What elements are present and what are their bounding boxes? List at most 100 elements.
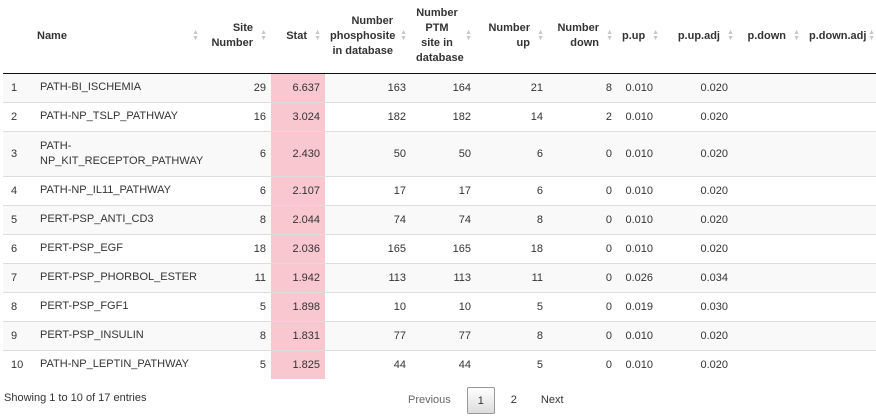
sort-both-icon[interactable]: ▲ ▼ xyxy=(400,29,407,43)
cell-site-number: 8 xyxy=(203,320,271,350)
sort-both-icon[interactable]: ▲ ▼ xyxy=(868,29,875,43)
sort-both-icon[interactable]: ▲ ▼ xyxy=(727,29,734,43)
column-header-number-ptm-site[interactable]: Number PTM site in database ▲ ▼ xyxy=(411,0,476,74)
cell-name: PERT-PSP_INSULIN xyxy=(32,320,203,350)
column-header-index[interactable] xyxy=(3,0,32,74)
column-header-label: Name xyxy=(37,29,67,42)
column-header-number-down[interactable]: Number down ▲ ▼ xyxy=(548,0,617,74)
cell-name: PERT-PSP_FGF1 xyxy=(32,291,203,321)
cell-number-ptm-site: 113 xyxy=(411,262,476,292)
cell-number-phosphosite: 74 xyxy=(325,204,411,234)
cell-site-number: 5 xyxy=(203,349,271,379)
column-header-label: Stat xyxy=(286,29,307,42)
cell-p-up: 0.010 xyxy=(617,72,663,102)
cell-p-down-adj xyxy=(804,291,876,321)
cell-name: PERT-PSP_ANTI_CD3 xyxy=(32,204,203,234)
column-header-number-up[interactable]: Number up ▲ ▼ xyxy=(476,0,548,74)
column-header-name[interactable]: Name ▲ ▼ xyxy=(32,0,203,74)
cell-number-down: 0 xyxy=(548,291,617,321)
cell-p-down-adj xyxy=(804,101,876,131)
cell-p-up-adj: 0.020 xyxy=(663,204,738,234)
table-row[interactable]: 10 PATH-NP_LEPTIN_PATHWAY 5 1.825 44 44 5 0 0.01… xyxy=(3,349,876,379)
sort-both-icon[interactable]: ▲ ▼ xyxy=(606,29,613,43)
cell-stat: 3.024 xyxy=(271,101,325,131)
previous-page-button[interactable]: Previous xyxy=(408,394,451,406)
cell-site-number: 6 xyxy=(203,175,271,205)
cell-p-down xyxy=(738,291,804,321)
column-header-stat[interactable]: Stat ▲ ▼ xyxy=(271,0,325,74)
cell-p-up: 0.026 xyxy=(617,262,663,292)
cell-number-phosphosite: 182 xyxy=(325,101,411,131)
table-row[interactable]: 6 PERT-PSP_EGF 18 2.036 165 165 18 0 0.010 0.020 xyxy=(3,233,876,263)
cell-site-number: 8 xyxy=(203,204,271,234)
column-header-p-up-adj[interactable]: p.up.adj ▲ ▼ xyxy=(663,0,738,74)
cell-number-phosphosite: 163 xyxy=(325,72,411,102)
cell-name: PATH-NP_IL11_PATHWAY xyxy=(32,175,203,205)
table-row[interactable]: 1 PATH-BI_ISCHEMIA 29 6.637 163 164 21 8 0.010 0.… xyxy=(3,72,876,102)
cell-number-down: 0 xyxy=(548,204,617,234)
sort-both-icon[interactable]: ▲ ▼ xyxy=(314,29,321,43)
column-header-site-number[interactable]: Site Number ▲ ▼ xyxy=(203,0,271,74)
cell-number-ptm-site: 182 xyxy=(411,101,476,131)
cell-p-down xyxy=(738,72,804,102)
table-row[interactable]: 3 PATH- NP_KIT_RECEPTOR_PATHWAY 6 2.430 50 50… xyxy=(3,130,876,176)
cell-site-number: 29 xyxy=(203,72,271,102)
sort-both-icon[interactable]: ▲ ▼ xyxy=(192,29,199,43)
table-row[interactable]: 5 PERT-PSP_ANTI_CD3 8 2.044 74 74 8 0 0.010 0.020 xyxy=(3,204,876,234)
column-header-number-phosphosite[interactable]: Number phosphosite in database ▲ ▼ xyxy=(325,0,411,74)
cell-p-down-adj xyxy=(804,233,876,263)
cell-p-up: 0.010 xyxy=(617,130,663,176)
cell-number-up: 6 xyxy=(476,130,548,176)
column-header-p-down[interactable]: p.down ▲ ▼ xyxy=(738,0,804,74)
cell-number-up: 5 xyxy=(476,291,548,321)
cell-number-down: 0 xyxy=(548,320,617,350)
column-header-p-down-adj[interactable]: p.down.adj ▲ ▼ xyxy=(804,0,876,74)
cell-index: 9 xyxy=(3,320,32,350)
cell-number-up: 11 xyxy=(476,262,548,292)
table-row[interactable]: 2 PATH-NP_TSLP_PATHWAY 16 3.024 182 182 14 2 0.0… xyxy=(3,101,876,131)
sort-both-icon[interactable]: ▲ ▼ xyxy=(465,29,472,43)
table-row[interactable]: 8 PERT-PSP_FGF1 5 1.898 10 10 5 0 0.019 0.030 xyxy=(3,291,876,321)
cell-p-down xyxy=(738,320,804,350)
cell-number-ptm-site: 164 xyxy=(411,72,476,102)
sort-both-icon[interactable]: ▲ ▼ xyxy=(260,29,267,43)
cell-number-down: 0 xyxy=(548,349,617,379)
cell-number-phosphosite: 10 xyxy=(325,291,411,321)
cell-number-ptm-site: 77 xyxy=(411,320,476,350)
entries-info: Showing 1 to 10 of 17 entries xyxy=(4,392,147,404)
cell-p-down-adj xyxy=(804,349,876,379)
cell-index: 4 xyxy=(3,175,32,205)
cell-number-down: 0 xyxy=(548,233,617,263)
table-row[interactable]: 4 PATH-NP_IL11_PATHWAY 6 2.107 17 17 6 0 0.010 0.… xyxy=(3,175,876,205)
column-header-label: Number PTM site in database xyxy=(416,7,464,65)
cell-number-ptm-site: 74 xyxy=(411,204,476,234)
column-header-label: p.up xyxy=(622,29,646,42)
cell-number-ptm-site: 10 xyxy=(411,291,476,321)
sort-both-icon[interactable]: ▲ ▼ xyxy=(652,29,659,43)
sort-both-icon[interactable]: ▲ ▼ xyxy=(793,29,800,43)
page-1-button[interactable]: 1 xyxy=(466,387,495,414)
cell-stat: 2.044 xyxy=(271,204,325,234)
cell-p-down-adj xyxy=(804,72,876,102)
sort-both-icon[interactable]: ▲ ▼ xyxy=(537,29,544,43)
column-header-label: p.up.adj xyxy=(677,29,720,42)
cell-p-down-adj xyxy=(804,262,876,292)
cell-number-down: 0 xyxy=(548,262,617,292)
cell-number-up: 21 xyxy=(476,72,548,102)
table-row[interactable]: 7 PERT-PSP_PHORBOL_ESTER 11 1.942 113 113 11 0 0… xyxy=(3,262,876,292)
cell-site-number: 5 xyxy=(203,291,271,321)
cell-index: 7 xyxy=(3,262,32,292)
table-header: Name ▲ ▼ Site Number ▲ ▼ Stat ▲ ▼ Number phosphos… xyxy=(3,0,876,74)
cell-p-up-adj: 0.020 xyxy=(663,72,738,102)
results-table: Name ▲ ▼ Site Number ▲ ▼ Stat ▲ ▼ Number phosphos… xyxy=(3,0,876,379)
cell-name: PATH-BI_ISCHEMIA xyxy=(32,72,203,102)
cell-p-down xyxy=(738,101,804,131)
column-header-p-up[interactable]: p.up ▲ ▼ xyxy=(617,0,663,74)
cell-number-up: 8 xyxy=(476,204,548,234)
table-row[interactable]: 9 PERT-PSP_INSULIN 8 1.831 77 77 8 0 0.010 0.020 xyxy=(3,320,876,350)
next-page-button[interactable]: Next xyxy=(540,394,564,406)
cell-number-down: 2 xyxy=(548,101,617,131)
cell-number-up: 5 xyxy=(476,349,548,379)
cell-index: 6 xyxy=(3,233,32,263)
page-2-button[interactable]: 2 xyxy=(510,394,517,406)
